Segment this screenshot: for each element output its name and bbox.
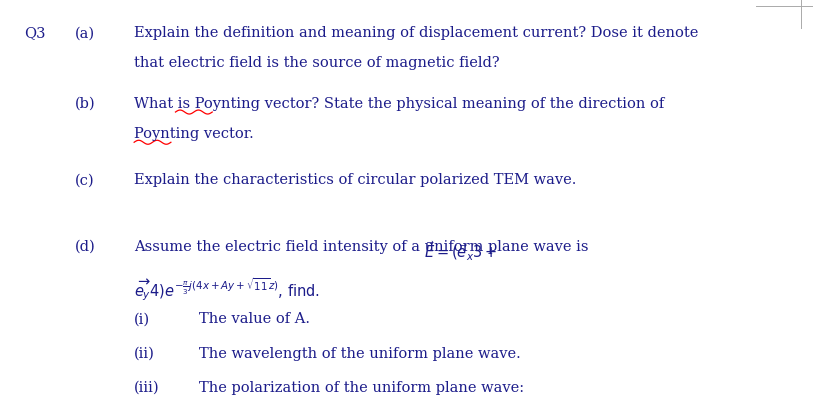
Text: The polarization of the uniform plane wave:: The polarization of the uniform plane wa…: [199, 381, 524, 395]
Text: Poynting vector.: Poynting vector.: [134, 127, 254, 141]
Text: Explain the characteristics of circular polarized TEM wave.: Explain the characteristics of circular …: [134, 173, 576, 187]
Text: that electric field is the source of magnetic field?: that electric field is the source of mag…: [134, 56, 500, 71]
Text: The value of A.: The value of A.: [199, 312, 311, 326]
Text: $\vec{E} = (\vec{e}_x3 +$: $\vec{E} = (\vec{e}_x3 +$: [424, 240, 497, 263]
Text: What is Poynting vector? State the physical meaning of the direction of: What is Poynting vector? State the physi…: [134, 97, 664, 111]
Text: (iii): (iii): [134, 381, 160, 395]
Text: Q3: Q3: [24, 26, 46, 40]
Text: (a): (a): [75, 26, 95, 40]
Text: Assume the electric field intensity of a uniform plane wave is: Assume the electric field intensity of a…: [134, 240, 593, 254]
Text: (ii): (ii): [134, 347, 155, 361]
Text: (i): (i): [134, 312, 150, 326]
Text: The wavelength of the uniform plane wave.: The wavelength of the uniform plane wave…: [199, 347, 521, 361]
Text: (d): (d): [75, 240, 96, 254]
Text: (c): (c): [75, 173, 94, 187]
Text: $\overrightarrow{e_y}4)e^{-\frac{\pi}{3}j(4x+Ay+\sqrt{11}z)}$, find.: $\overrightarrow{e_y}4)e^{-\frac{\pi}{3}…: [134, 276, 320, 303]
Text: Explain the definition and meaning of displacement current? Dose it denote: Explain the definition and meaning of di…: [134, 26, 698, 40]
Text: (b): (b): [75, 97, 95, 111]
